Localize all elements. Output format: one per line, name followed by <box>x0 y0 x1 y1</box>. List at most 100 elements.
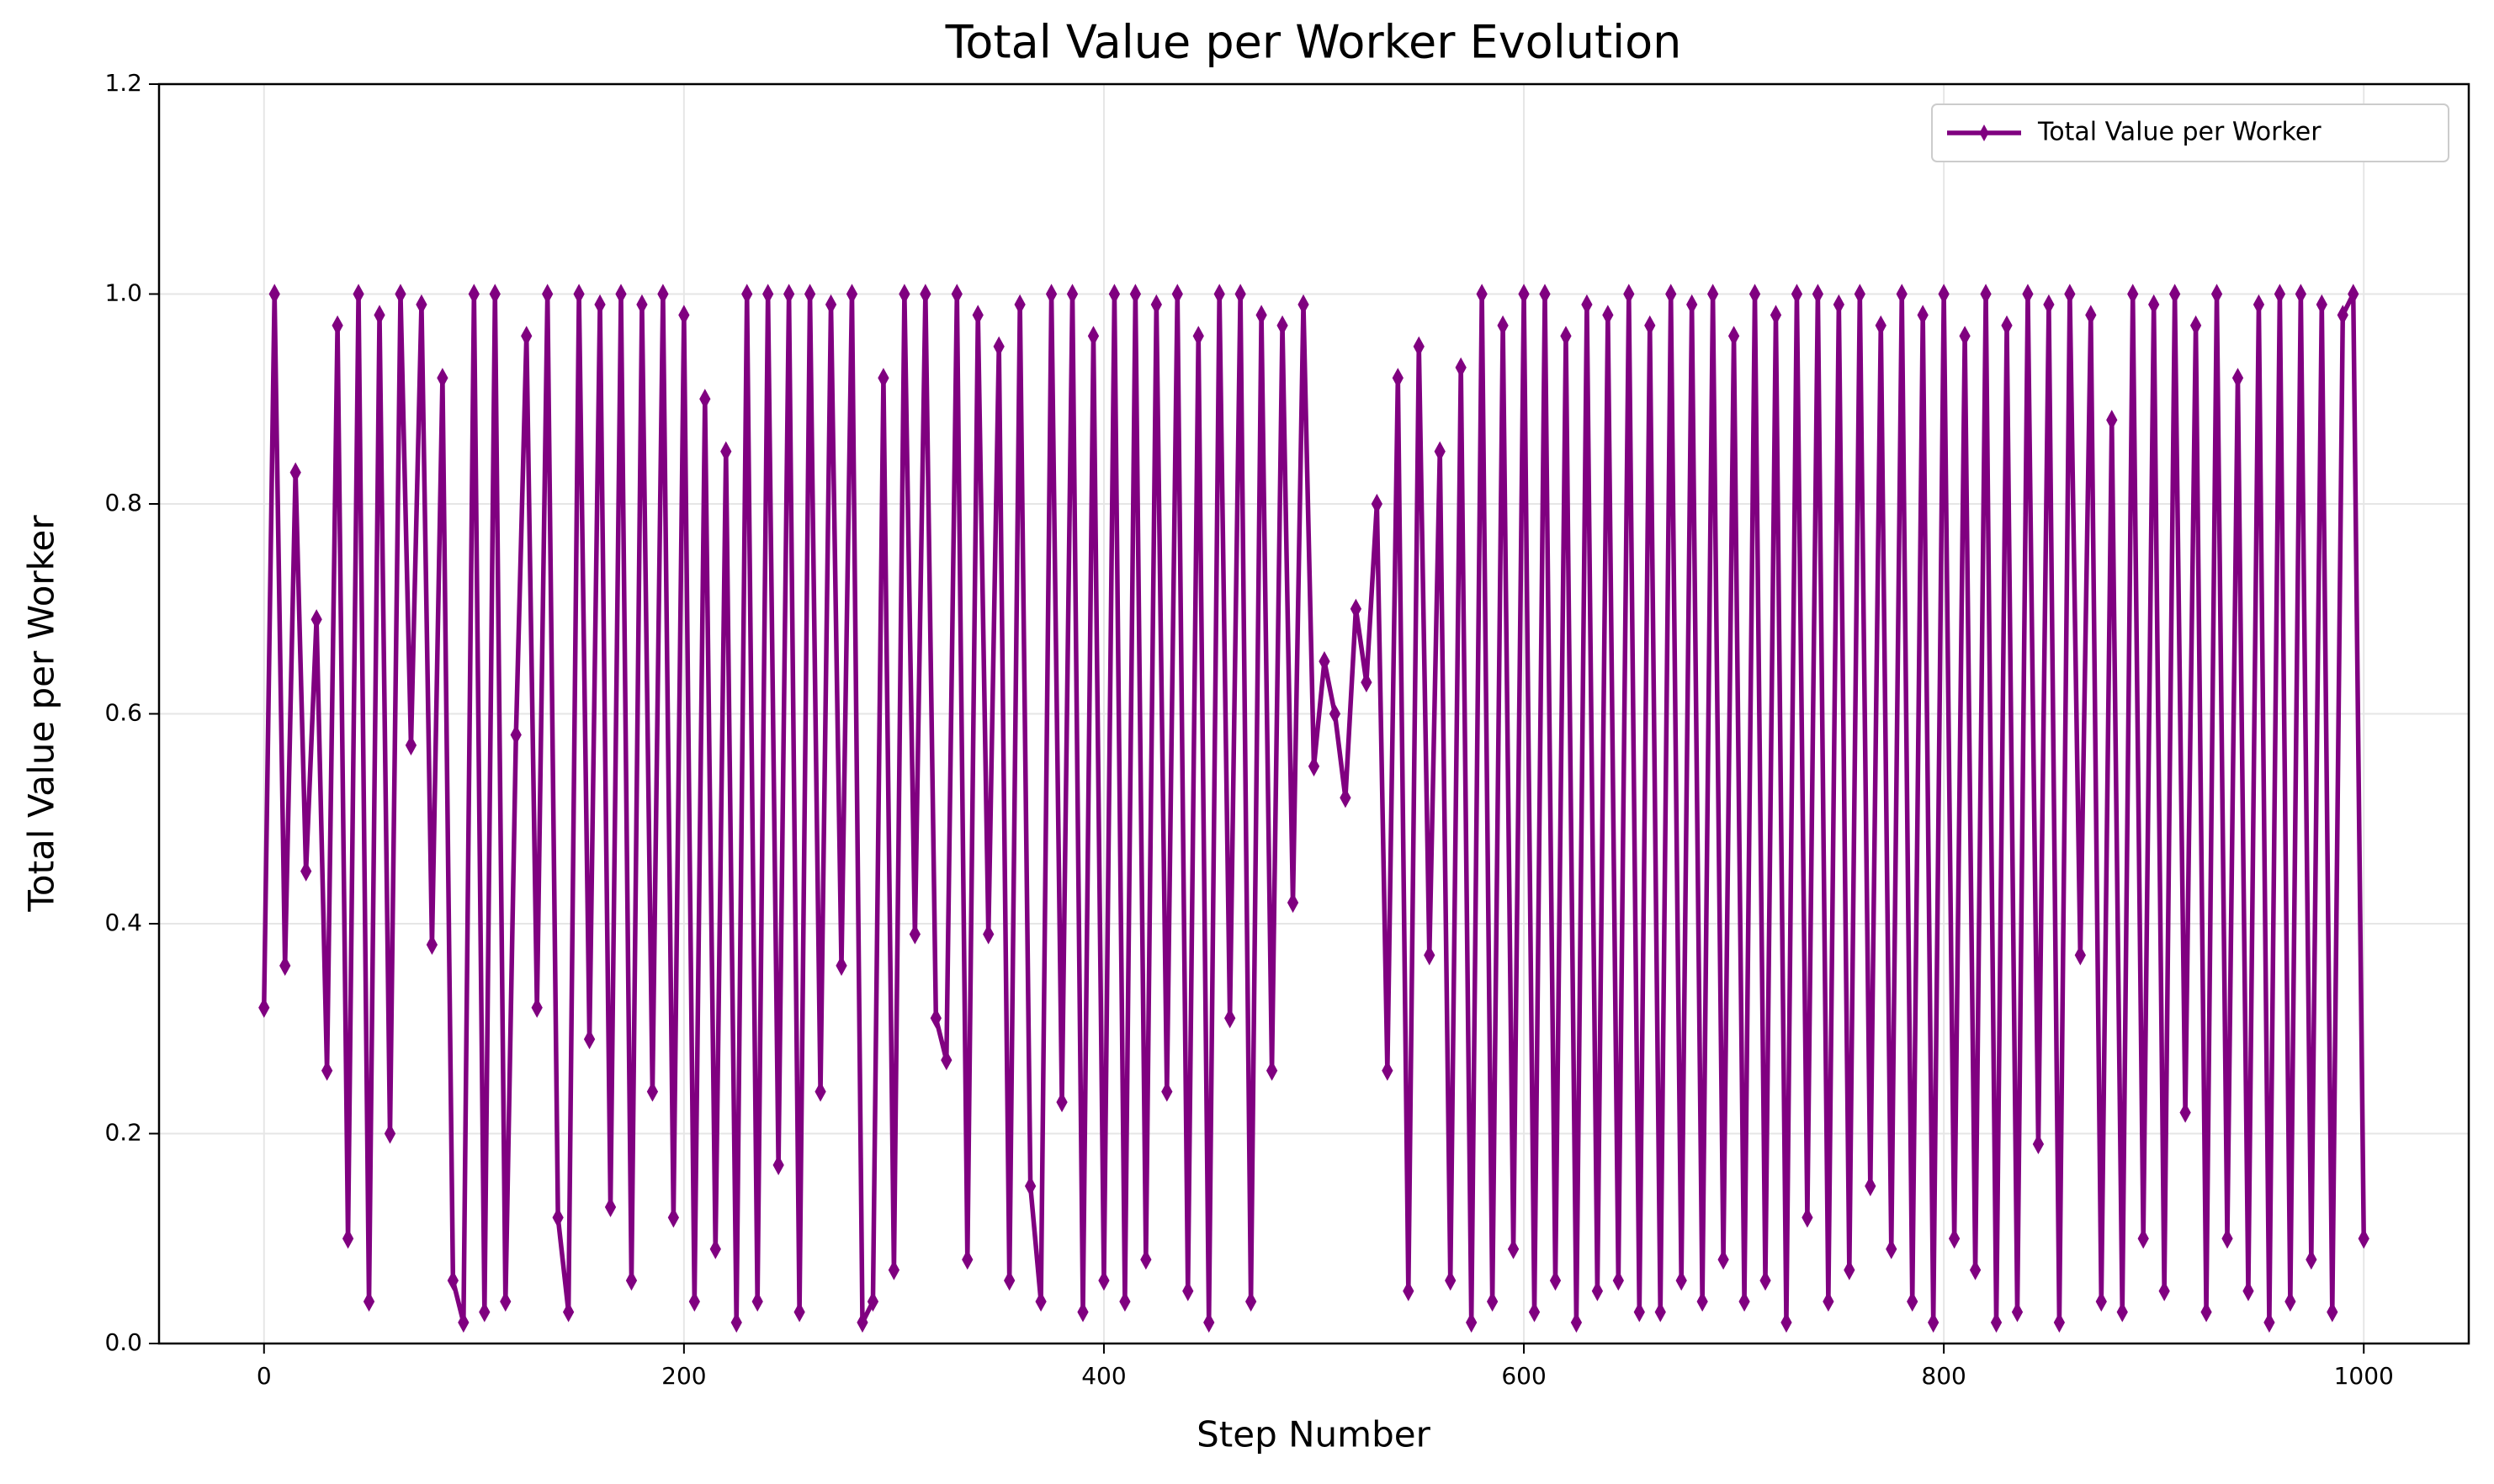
data-point <box>2032 1133 2045 1155</box>
data-point <box>521 326 533 347</box>
data-point <box>751 1291 763 1312</box>
data-point <box>1150 294 1162 315</box>
data-point <box>709 1238 721 1259</box>
y-tick-label: 0.6 <box>104 699 142 727</box>
data-point <box>300 861 312 882</box>
data-point <box>2001 315 2013 337</box>
data-point <box>951 284 963 305</box>
data-point <box>846 284 858 305</box>
data-point <box>2210 284 2223 305</box>
data-point <box>1907 1291 1918 1312</box>
data-point <box>762 284 774 305</box>
data-point <box>2348 284 2359 305</box>
data-point <box>1004 1270 1016 1291</box>
x-tick-label: 400 <box>1081 1362 1126 1390</box>
data-point <box>562 1301 575 1322</box>
x-tick-label: 200 <box>661 1362 706 1390</box>
data-point <box>268 284 280 305</box>
data-point <box>1329 703 1341 724</box>
x-axis-label: Step Number <box>1197 1414 1430 1455</box>
data-point <box>1717 1249 1729 1270</box>
data-point <box>1098 1270 1110 1291</box>
data-point <box>1696 1291 1708 1312</box>
x-tick-label: 800 <box>1921 1362 1966 1390</box>
data-point <box>857 1312 868 1333</box>
data-point <box>825 294 837 315</box>
y-tick-label: 0.8 <box>104 489 142 517</box>
data-point <box>573 284 585 305</box>
data-point <box>2189 315 2202 337</box>
data-point <box>793 1301 805 1322</box>
data-point <box>2127 284 2139 305</box>
data-point <box>1969 1259 1982 1280</box>
data-point <box>720 441 732 462</box>
legend-marker <box>1979 125 1989 141</box>
data-point <box>962 1249 974 1270</box>
data-point <box>2179 1102 2191 1123</box>
data-point <box>1192 326 1204 347</box>
data-point <box>332 315 343 337</box>
data-point <box>279 955 291 976</box>
data-point <box>1549 1270 1562 1291</box>
data-point <box>867 1291 879 1312</box>
data-point <box>583 1029 596 1050</box>
data-point <box>1623 284 1635 305</box>
data-point <box>1445 1270 1457 1291</box>
y-tick-label: 1.0 <box>104 279 142 307</box>
data-point <box>2253 294 2265 315</box>
data-point <box>2327 1301 2338 1322</box>
data-point <box>2158 1280 2170 1301</box>
data-point <box>772 1154 784 1176</box>
data-point <box>1780 1312 1792 1333</box>
data-point <box>888 1259 900 1280</box>
data-point <box>1476 284 1488 305</box>
data-point <box>804 284 816 305</box>
data-point <box>416 294 427 315</box>
data-point <box>730 1312 742 1333</box>
data-point <box>1823 1291 1834 1312</box>
data-point <box>983 924 995 945</box>
y-tick-label: 0.0 <box>104 1328 142 1356</box>
data-point <box>2043 294 2055 315</box>
x-tick-label: 1000 <box>2334 1362 2394 1390</box>
data-point <box>1224 1008 1236 1029</box>
data-point <box>1886 1238 1897 1259</box>
data-point <box>310 609 322 630</box>
data-point <box>2295 284 2307 305</box>
data-point <box>594 294 606 315</box>
data-point <box>1633 1301 1645 1322</box>
data-point <box>1350 598 1362 619</box>
data-point <box>542 284 554 305</box>
data-point <box>1087 326 1100 347</box>
data-point <box>646 1081 659 1102</box>
data-point <box>1119 1291 1131 1312</box>
data-point <box>342 1228 354 1249</box>
data-point <box>552 1207 564 1228</box>
data-point <box>899 284 910 305</box>
y-tick-label: 0.2 <box>104 1119 142 1147</box>
data-point <box>489 284 501 305</box>
data-point <box>1035 1291 1047 1312</box>
data-point <box>363 1291 375 1312</box>
data-point <box>1213 284 1225 305</box>
data-point <box>1024 1175 1037 1196</box>
data-point <box>458 1312 470 1333</box>
data-point <box>941 1050 952 1071</box>
data-point <box>2263 1312 2275 1333</box>
data-point <box>510 724 522 745</box>
data-point <box>1276 315 1288 337</box>
legend-label: Total Value per Worker <box>2037 118 2322 147</box>
legend-box <box>1931 103 2449 162</box>
data-point <box>1770 305 1782 326</box>
data-point <box>1738 1291 1750 1312</box>
data-point <box>1340 787 1351 808</box>
data-point <box>741 284 753 305</box>
data-point <box>2231 368 2244 389</box>
data-point <box>1560 326 1572 347</box>
y-axis-label: Total Value per Worker <box>21 515 62 913</box>
data-point <box>395 284 406 305</box>
data-point <box>1319 651 1330 672</box>
data-point <box>1466 1312 1478 1333</box>
